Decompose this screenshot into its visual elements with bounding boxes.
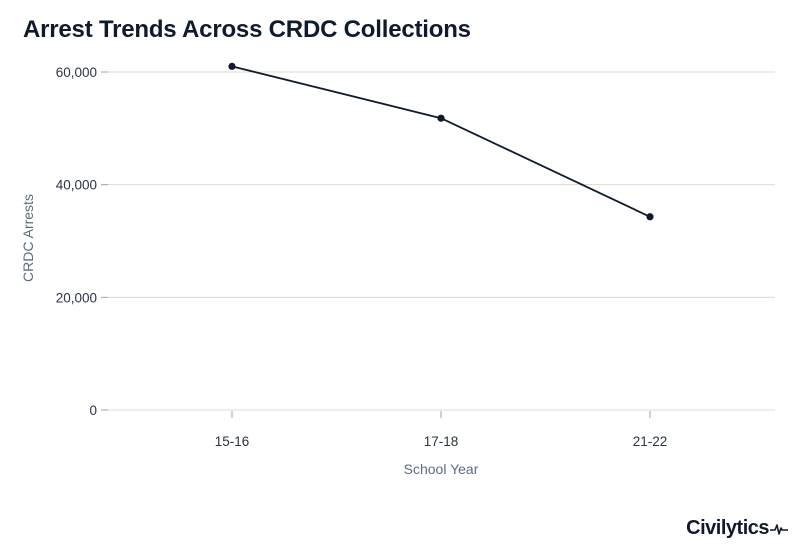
data-points <box>228 62 654 221</box>
logo-wordmark: Civilytics <box>686 517 769 539</box>
x-axis-ticks: 15-16 17-18 21-22 <box>215 411 668 449</box>
series-line <box>231 65 651 218</box>
gridlines <box>108 71 775 411</box>
y-tick-label: 20,000 <box>56 290 97 305</box>
y-tick-label: 40,000 <box>56 178 97 193</box>
chart-title: Arrest Trends Across CRDC Collections <box>23 16 471 43</box>
x-axis-title: School Year <box>404 461 479 477</box>
y-tick-label: 60,000 <box>56 65 97 80</box>
heartbeat-pulse-icon <box>770 523 788 535</box>
data-point[interactable] <box>437 114 445 122</box>
data-point[interactable] <box>646 213 654 221</box>
data-point[interactable] <box>228 62 236 70</box>
x-tick-label: 15-16 <box>215 434 250 449</box>
y-tick-label: 0 <box>89 403 97 418</box>
y-axis-ticks: 0 20,000 40,000 60,000 <box>56 65 108 418</box>
civilytics-logo: Civilytics <box>686 517 788 540</box>
x-tick-label: 17-18 <box>424 434 459 449</box>
x-tick-label: 21-22 <box>633 434 668 449</box>
y-axis-title: CRDC Arrests <box>20 194 36 282</box>
